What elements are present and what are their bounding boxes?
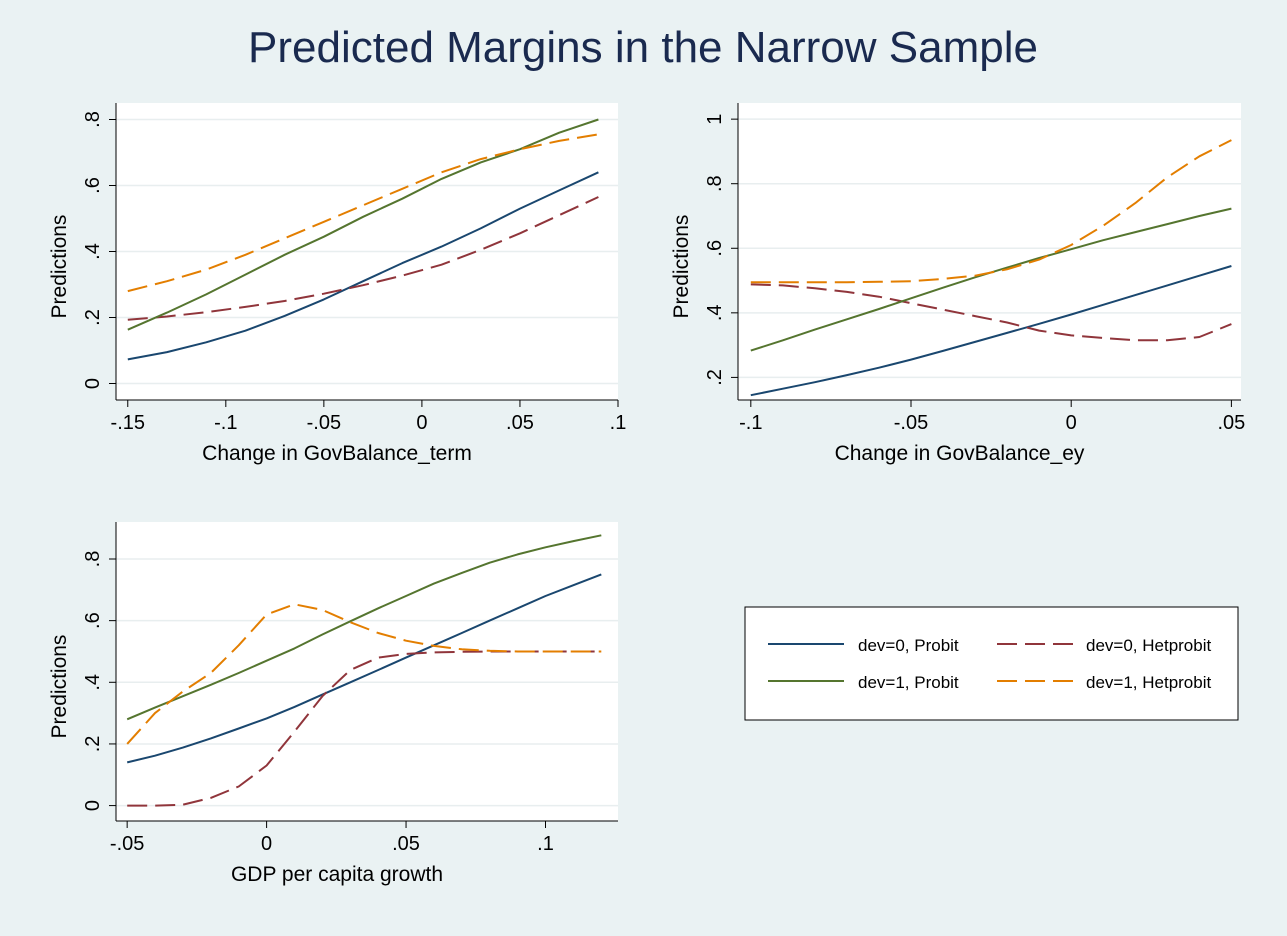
plot-area: [116, 522, 618, 821]
series-line-h0: [750, 283, 1232, 342]
series-line-h0: [127, 196, 599, 321]
legend-label-h0: dev=0, Hetprobit: [1086, 636, 1211, 655]
y-tick-label: .4: [82, 674, 104, 691]
y-tick-label: .2: [82, 736, 104, 753]
y-tick-label: .2: [82, 309, 104, 326]
x-tick-label: 0: [1066, 412, 1077, 434]
y-tick-label: 0: [82, 378, 104, 389]
x-tick-label: -.05: [110, 833, 144, 855]
series-line-h1: [750, 139, 1232, 284]
y-tick-label: .8: [704, 175, 726, 192]
legend-label-h1: dev=1, Hetprobit: [1086, 673, 1211, 692]
legend: dev=0, Probit dev=0, Hetprobit dev=1, Prob…: [744, 606, 1239, 721]
x-tick-label: -.05: [894, 412, 928, 434]
series-line-p1: [127, 118, 599, 331]
x-tick-label: .1: [610, 412, 627, 434]
y-tick-label: .2: [704, 369, 726, 386]
y-axis-label: Predictions: [48, 215, 71, 319]
series-line-p1: [126, 534, 602, 721]
y-tick-label: 0: [82, 800, 104, 811]
x-tick-label: .1: [537, 833, 554, 855]
x-tick-label: 0: [261, 833, 272, 855]
figure-title: Predicted Margins in the Narrow Sample: [248, 23, 1038, 72]
x-tick-label: .05: [1217, 412, 1245, 434]
y-tick-label: .6: [704, 240, 726, 257]
y-tick-label: 1: [704, 114, 726, 125]
x-tick-label: -.1: [739, 412, 762, 434]
x-axis-label: Change in GovBalance_ey: [835, 442, 1085, 465]
y-tick-label: .6: [82, 612, 104, 629]
x-axis-label: GDP per capita growth: [231, 863, 443, 886]
y-axis-label: Predictions: [670, 215, 693, 319]
plot-area: [738, 103, 1241, 400]
chart-panel-2: .2 .4 .6 .8 1 -.1 -.05 0 .05 Change in GovBalance…: [670, 103, 1245, 465]
y-tick-label: .4: [704, 304, 726, 321]
y-tick-label: .8: [82, 551, 104, 568]
y-tick-label: .8: [82, 111, 104, 128]
x-tick-label: .05: [392, 833, 420, 855]
series-line-p0: [750, 265, 1232, 397]
legend-label-p1: dev=1, Probit: [858, 673, 959, 692]
x-tick-label: -.1: [214, 412, 237, 434]
series-line-h1: [126, 603, 602, 745]
series-line-p0: [127, 171, 599, 361]
chart-panels: 0 .2 .4 .6 .8 -.15 -.1 -.05 0 .05 .1 Change in GovB…: [48, 103, 1245, 886]
x-tick-label: 0: [416, 412, 427, 434]
x-tick-label: -.15: [111, 412, 145, 434]
y-tick-label: .6: [82, 177, 104, 194]
series-line-p0: [126, 573, 602, 764]
y-axis-label: Predictions: [48, 635, 71, 739]
x-tick-label: -.05: [307, 412, 341, 434]
x-tick-label: .05: [506, 412, 534, 434]
chart-panel-3: 0 .2 .4 .6 .8 -.05 0 .05 .1 GDP per capita growth…: [48, 522, 618, 886]
x-axis-label: Change in GovBalance_term: [202, 442, 472, 465]
y-tick-label: .4: [82, 243, 104, 260]
legend-box: [744, 606, 1239, 721]
chart-panel-1: 0 .2 .4 .6 .8 -.15 -.1 -.05 0 .05 .1 Change in GovB…: [48, 103, 626, 465]
legend-label-p0: dev=0, Probit: [858, 636, 959, 655]
